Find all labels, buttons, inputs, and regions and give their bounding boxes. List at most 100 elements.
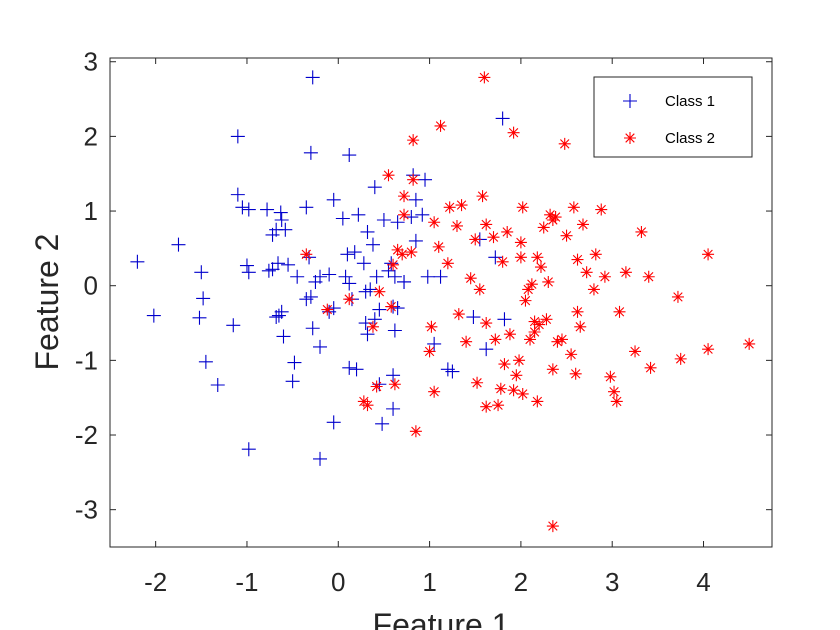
x-axis-ticks: -2 -1 0 1 2 3 4 bbox=[144, 58, 711, 597]
point-class-1 bbox=[386, 401, 401, 416]
point-class-2 bbox=[396, 248, 409, 261]
point-class-2 bbox=[471, 376, 484, 389]
y-tick-label: 3 bbox=[84, 47, 98, 77]
point-class-2 bbox=[507, 384, 520, 397]
point-class-2 bbox=[405, 246, 418, 259]
point-class-2 bbox=[531, 395, 544, 408]
point-class-2 bbox=[531, 251, 544, 264]
point-class-1 bbox=[196, 291, 211, 306]
point-class-2 bbox=[489, 333, 502, 346]
point-class-2 bbox=[434, 119, 447, 132]
point-class-1 bbox=[367, 312, 382, 327]
point-class-2 bbox=[610, 395, 623, 408]
point-class-2 bbox=[525, 278, 538, 291]
point-class-1 bbox=[273, 205, 288, 220]
point-class-1 bbox=[171, 237, 186, 252]
point-class-2 bbox=[674, 352, 687, 365]
point-class-1 bbox=[274, 304, 289, 319]
x-tick-label: -2 bbox=[144, 567, 167, 597]
point-class-2 bbox=[496, 255, 509, 268]
point-class-2 bbox=[613, 305, 626, 318]
point-class-1 bbox=[375, 416, 390, 431]
point-class-2 bbox=[469, 233, 482, 246]
point-class-2 bbox=[385, 300, 398, 313]
point-class-2 bbox=[321, 303, 334, 316]
y-axis-label: Feature 2 bbox=[29, 234, 65, 371]
point-class-2 bbox=[565, 348, 578, 361]
point-class-1 bbox=[265, 227, 280, 242]
point-class-2 bbox=[519, 294, 532, 307]
point-class-2 bbox=[629, 345, 642, 358]
point-class-1 bbox=[239, 258, 254, 273]
point-class-2 bbox=[407, 173, 420, 186]
point-class-1 bbox=[230, 129, 245, 144]
point-class-1 bbox=[241, 265, 256, 280]
point-class-2 bbox=[373, 285, 386, 298]
legend-star-marker bbox=[624, 132, 636, 144]
point-class-1 bbox=[198, 354, 213, 369]
point-class-2 bbox=[343, 293, 356, 306]
y-tick-label: 0 bbox=[84, 271, 98, 301]
legend-label-class-1: Class 1 bbox=[665, 93, 715, 110]
point-class-2 bbox=[370, 380, 383, 393]
point-class-2 bbox=[571, 253, 584, 266]
point-class-2 bbox=[569, 367, 582, 380]
x-axis-label: Feature 1 bbox=[373, 607, 510, 630]
point-class-1 bbox=[479, 342, 494, 357]
point-class-2 bbox=[300, 248, 313, 261]
point-class-2 bbox=[487, 231, 500, 244]
point-class-2 bbox=[524, 333, 537, 346]
point-class-2 bbox=[598, 270, 611, 283]
point-class-1 bbox=[299, 200, 314, 215]
point-class-1 bbox=[303, 289, 318, 304]
point-class-2 bbox=[528, 325, 541, 338]
legend: Class 1 Class 2 bbox=[593, 76, 753, 158]
point-class-1 bbox=[260, 202, 275, 217]
point-class-2 bbox=[398, 190, 411, 203]
point-class-1 bbox=[365, 237, 380, 252]
point-class-1 bbox=[230, 187, 245, 202]
point-class-1 bbox=[466, 310, 481, 325]
point-class-2 bbox=[391, 243, 404, 256]
point-class-1 bbox=[488, 250, 503, 265]
point-class-2 bbox=[498, 358, 511, 371]
point-class-1 bbox=[290, 269, 305, 284]
point-class-2 bbox=[409, 425, 422, 438]
point-class-2 bbox=[432, 240, 445, 253]
legend-plus-marker bbox=[623, 94, 637, 108]
point-class-2 bbox=[501, 225, 514, 238]
x-tick-label: 2 bbox=[514, 567, 528, 597]
point-class-1 bbox=[445, 364, 460, 379]
point-class-1 bbox=[358, 316, 373, 331]
point-class-2 bbox=[387, 258, 400, 271]
point-class-1 bbox=[342, 360, 357, 375]
point-class-1 bbox=[349, 362, 364, 377]
point-class-1 bbox=[351, 207, 366, 222]
point-class-1 bbox=[372, 302, 387, 317]
point-class-2 bbox=[478, 71, 491, 84]
point-class-1 bbox=[433, 269, 448, 284]
point-class-2 bbox=[576, 218, 589, 231]
x-tick-label: 3 bbox=[605, 567, 619, 597]
point-class-1 bbox=[287, 355, 302, 370]
point-class-1 bbox=[235, 200, 250, 215]
point-class-2 bbox=[382, 169, 395, 182]
point-class-2 bbox=[480, 400, 493, 413]
point-class-1 bbox=[269, 310, 284, 325]
point-class-2 bbox=[574, 320, 587, 333]
point-class-2 bbox=[571, 305, 584, 318]
point-class-1 bbox=[281, 257, 296, 272]
point-class-2 bbox=[476, 190, 489, 203]
point-class-2 bbox=[635, 225, 648, 238]
point-class-1 bbox=[386, 368, 401, 383]
point-class-2 bbox=[608, 385, 621, 398]
point-class-1 bbox=[369, 269, 384, 284]
point-class-1 bbox=[408, 233, 423, 248]
point-class-1 bbox=[360, 327, 375, 342]
point-class-2 bbox=[398, 208, 411, 221]
point-class-2 bbox=[546, 363, 559, 376]
point-class-2 bbox=[516, 387, 529, 400]
point-class-2 bbox=[366, 320, 379, 333]
point-class-2 bbox=[743, 337, 756, 350]
